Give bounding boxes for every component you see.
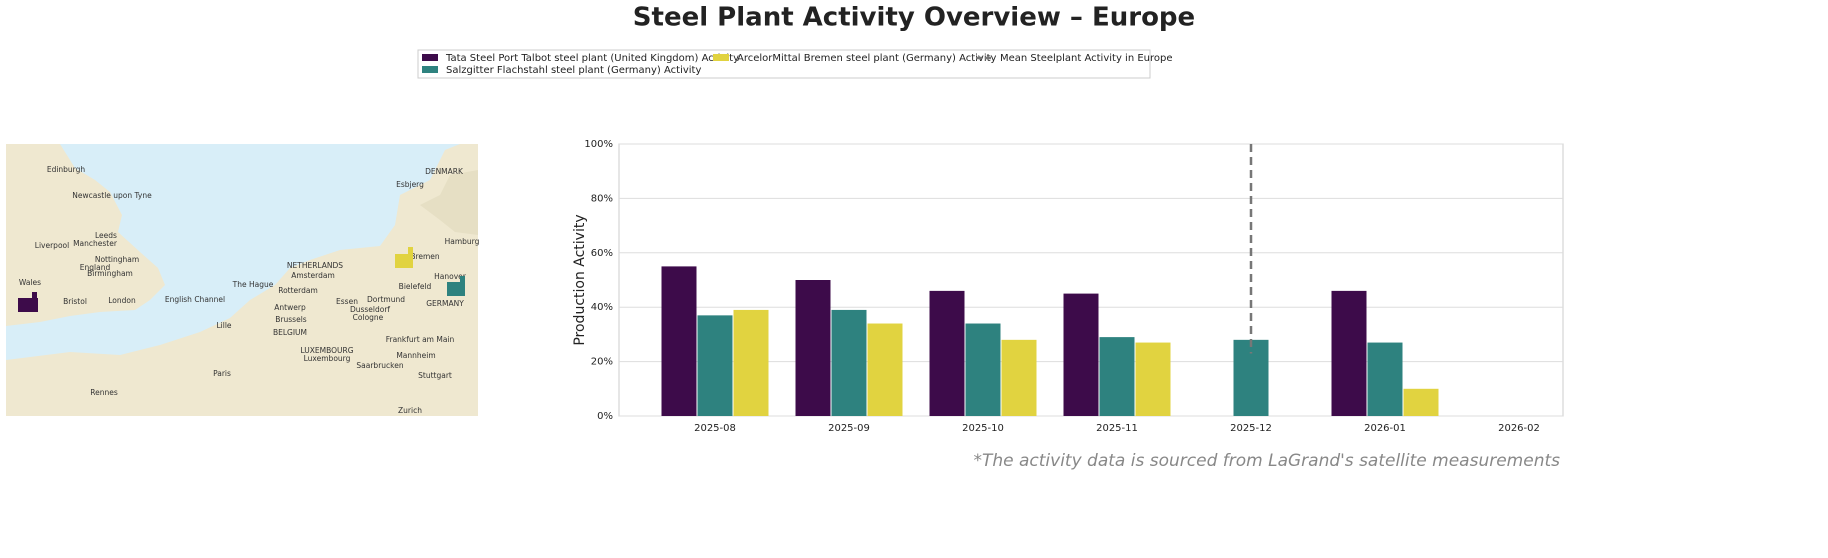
bar	[1135, 342, 1171, 416]
legend-label: Salzgitter Flachstahl steel plant (Germa…	[446, 65, 701, 76]
map-denmark	[420, 170, 478, 235]
y-tick-label: 20%	[591, 357, 613, 368]
bar	[1063, 293, 1099, 416]
y-tick-label: 60%	[591, 248, 613, 259]
map-label: English Channel	[165, 295, 225, 304]
map-label: Bremen	[410, 252, 440, 261]
plant-icon	[395, 247, 413, 268]
bar	[831, 309, 867, 416]
bar	[733, 309, 769, 416]
map-label: Essen	[336, 297, 358, 306]
map-label: Esbjerg	[396, 180, 424, 189]
map-label: DENMARK	[425, 167, 464, 176]
map-label: Cologne	[353, 313, 384, 322]
map-label: Leeds	[95, 231, 117, 240]
y-tick-label: 40%	[591, 302, 613, 313]
map-label: Rotterdam	[278, 286, 318, 295]
x-tick-label: 2025-09	[828, 423, 870, 434]
map-label: Dortmund	[367, 295, 405, 304]
x-tick-label: 2025-08	[694, 423, 736, 434]
bar	[965, 323, 1001, 416]
map-label: Lille	[216, 321, 231, 330]
legend-box	[417, 49, 1151, 79]
chart-title: Steel Plant Activity Overview – Europe	[633, 3, 1195, 33]
x-tick-label: 2026-02	[1498, 423, 1540, 434]
map-label: Nottingham	[95, 255, 139, 264]
map-label: Bielefeld	[399, 282, 432, 291]
map-label: NETHERLANDS	[287, 261, 343, 270]
map-label: Wales	[19, 278, 41, 287]
legend-swatch	[422, 54, 438, 61]
bar	[1331, 290, 1367, 416]
bar	[1367, 342, 1403, 416]
legend-swatch	[422, 66, 438, 73]
bar	[1099, 337, 1135, 416]
map	[6, 144, 478, 416]
y-axis-label: Production Activity	[572, 214, 588, 345]
x-tick-label: 2026-01	[1364, 423, 1406, 434]
bar	[1233, 339, 1269, 416]
map-label: BELGIUM	[273, 328, 307, 337]
map-label: Dusseldorf	[350, 305, 390, 314]
map-label: Manchester	[73, 239, 118, 248]
map-label: Zurich	[398, 406, 422, 415]
map-label: Hanover	[434, 272, 467, 281]
map-label: Saarbrucken	[356, 361, 403, 370]
map-label: GERMANY	[426, 299, 464, 308]
map-label: Brussels	[275, 315, 306, 324]
map-label: Birmingham	[87, 269, 133, 278]
footnote: *The activity data is sourced from LaGra…	[973, 451, 1560, 471]
plant-icon	[447, 276, 465, 296]
map-label: London	[108, 296, 136, 305]
map-label: Newcastle upon Tyne	[72, 191, 152, 200]
map-label: Paris	[213, 369, 231, 378]
map-label: Stuttgart	[418, 371, 452, 380]
map-continent	[6, 144, 478, 416]
map-label: Hamburg	[445, 237, 480, 246]
bar	[1001, 339, 1037, 416]
x-tick-label: 2025-10	[962, 423, 1004, 434]
map-label: Luxembourg	[304, 354, 351, 363]
y-tick-label: 0%	[597, 411, 613, 422]
map-label: Frankfurt am Main	[386, 335, 455, 344]
map-label: Bristol	[63, 297, 87, 306]
map-label: The Hague	[232, 280, 274, 289]
map-label: Rennes	[90, 388, 118, 397]
x-tick-label: 2025-12	[1230, 423, 1272, 434]
map-label: England	[80, 263, 111, 272]
bar	[697, 315, 733, 416]
map-britain	[6, 144, 165, 326]
x-tick-label: 2025-11	[1096, 423, 1138, 434]
legend-swatch	[713, 54, 729, 61]
map-label: Mannheim	[396, 351, 435, 360]
map-label: Edinburgh	[47, 165, 86, 174]
y-tick-label: 100%	[584, 139, 613, 150]
y-tick-label: 80%	[591, 193, 613, 204]
bar	[867, 323, 903, 416]
map-label: LUXEMBOURG	[300, 346, 353, 355]
legend-label: ArcelorMittal Bremen steel plant (German…	[737, 53, 997, 64]
map-label: Liverpool	[35, 241, 69, 250]
bar	[929, 290, 965, 416]
bar	[661, 266, 697, 416]
plant-icon	[18, 292, 38, 312]
map-labels: Edinburgh Newcastle upon Tyne Leeds Liverpo…	[19, 165, 480, 415]
map-label: Amsterdam	[291, 271, 335, 280]
map-label: Antwerp	[274, 303, 306, 312]
legend-label: Mean Steelplant Activity in Europe	[1000, 53, 1173, 64]
legend-label: Tata Steel Port Talbot steel plant (Unit…	[445, 53, 739, 64]
bar	[1403, 388, 1439, 416]
bar	[795, 280, 831, 416]
